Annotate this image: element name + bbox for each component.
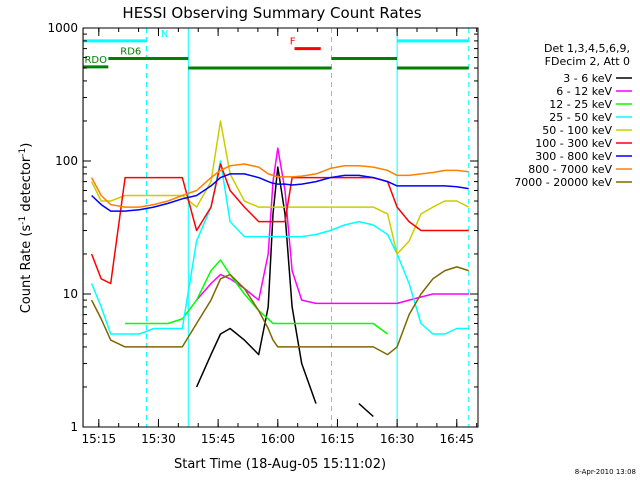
series-4: [90, 160, 469, 335]
x-tick-label-4: 16:00: [260, 432, 295, 446]
series-4-line-1: [90, 160, 469, 335]
data-layer: [82, 28, 470, 427]
series-6: [90, 163, 469, 285]
series-1: [195, 166, 374, 418]
y-tick-label-2: 10: [63, 287, 78, 301]
series-9: [90, 266, 469, 356]
x-tick-label-6: 16:30: [380, 432, 415, 446]
x-tick-label-7: 16:45: [439, 432, 474, 446]
legend: Det 1,3,4,5,6,9, FDecim 2, Att 0 3 - 6 k…: [514, 42, 632, 189]
annotation-F-label: F: [290, 37, 296, 48]
series-9-line-1: [90, 266, 469, 356]
series-5: [90, 120, 470, 255]
legend-header-1: Det 1,3,4,5,6,9,: [544, 42, 630, 55]
series-5-line-1: [90, 120, 470, 255]
legend-label-3: 12 - 25 keV: [549, 98, 612, 111]
series-8-line-1: [90, 163, 469, 208]
y-label-mid: detector: [19, 156, 34, 216]
y-tick-label-1: 1: [70, 420, 78, 434]
x-tick-label-3: 15:45: [201, 432, 236, 446]
chart-title: HESSI Observing Summary Count Rates: [122, 4, 421, 22]
annotation-RD0-label: RDO: [84, 55, 107, 66]
legend-label-6: 100 - 300 keV: [535, 137, 612, 150]
y-label-sup-2: -1: [18, 148, 28, 157]
series-1-line-2: [358, 403, 374, 418]
x-tick-label-1: 15:15: [82, 432, 117, 446]
x-tick-label-5: 16:15: [320, 432, 355, 446]
annotation-N-label: N: [161, 29, 168, 40]
series-6-line-1: [90, 163, 469, 285]
footer-timestamp: 8-Apr-2010 13:08: [575, 468, 636, 476]
y-label-end: ): [19, 143, 34, 148]
y-tick-label-4: 1000: [47, 21, 78, 35]
series-7-line-1: [91, 173, 469, 212]
legend-label-9: 7000 - 20000 keV: [514, 176, 612, 189]
x-tick-label-2: 15:30: [141, 432, 176, 446]
y-tick-label-3: 100: [55, 154, 78, 168]
legend-label-4: 25 - 50 keV: [549, 111, 612, 124]
legend-header-2: FDecim 2, Att 0: [545, 55, 630, 68]
series-3-line-1: [125, 259, 389, 335]
x-axis-label: Start Time (18-Aug-05 15:11:02): [174, 457, 386, 472]
series-3: [125, 259, 389, 335]
legend-label-8: 800 - 7000 keV: [528, 163, 612, 176]
annotation-RD6-label: RD6: [120, 46, 141, 57]
series-7: [91, 173, 469, 212]
legend-label-7: 300 - 800 keV: [535, 150, 612, 163]
y-label-main: Count Rate (s: [19, 225, 34, 314]
annotation-layer: N F RDO RD6: [83, 29, 469, 70]
legend-label-1: 3 - 6 keV: [563, 72, 612, 85]
series-8: [90, 163, 469, 208]
axis-layer: 15:15 15:30 15:45 16:00 16:15 16:30 16:45 1 10 10…: [47, 21, 478, 446]
plot-frame: [82, 27, 479, 428]
legend-label-5: 50 - 100 keV: [542, 124, 612, 137]
legend-label-2: 6 - 12 keV: [556, 85, 612, 98]
y-axis-label: Count Rate (s-1 detector-1): [18, 143, 34, 314]
series-1-line-1: [195, 166, 317, 404]
y-label-sup-1: -1: [18, 216, 28, 225]
